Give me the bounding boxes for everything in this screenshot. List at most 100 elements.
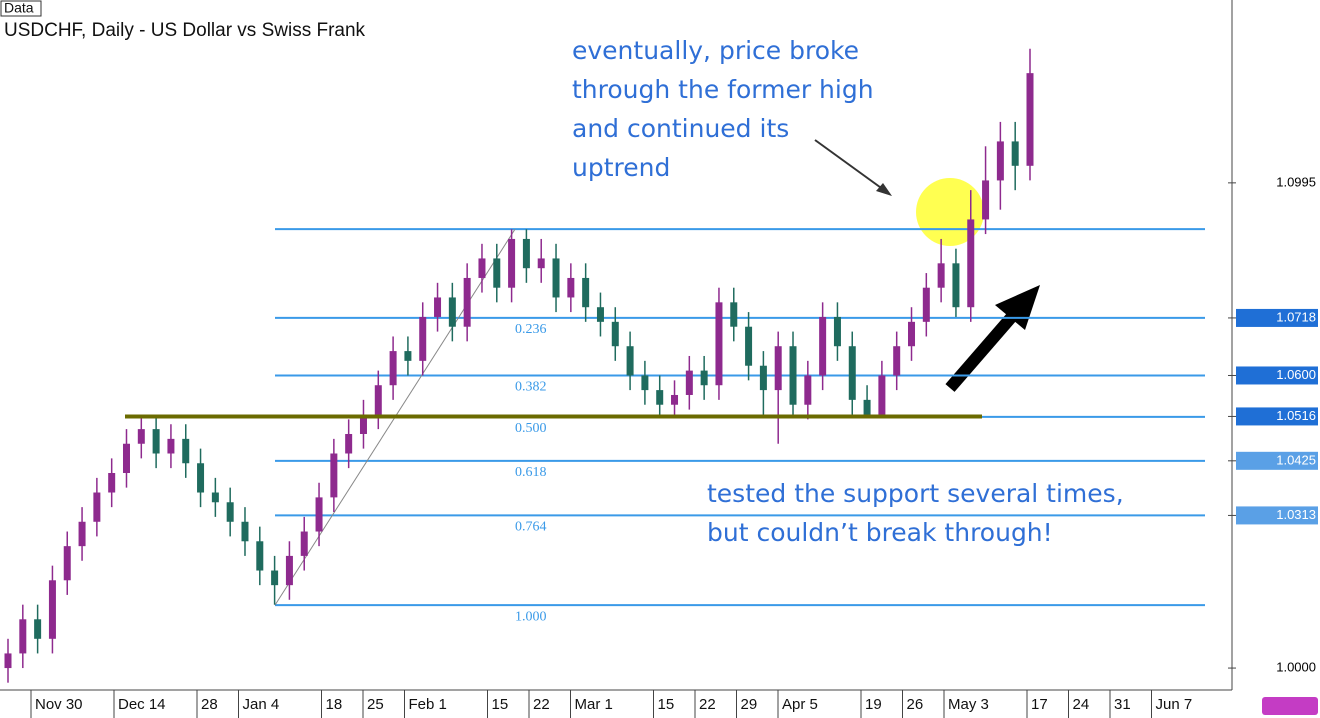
x-tick-label: 26 [907, 696, 924, 713]
x-tick-label: Dec 14 [118, 696, 166, 713]
x-tick-label: May 3 [948, 696, 989, 713]
candle-body [404, 351, 412, 361]
x-tick-label: 28 [201, 696, 218, 713]
candle-body [493, 258, 501, 288]
x-tick-label: Jan 4 [243, 696, 280, 713]
annotation-text: tested the support several times, [707, 479, 1124, 508]
candle-body [241, 521, 249, 542]
candle-body [996, 141, 1004, 181]
candle-body [730, 302, 738, 327]
candle-body [537, 258, 545, 269]
candle-body [641, 375, 649, 391]
candle-body [93, 492, 101, 522]
candle-body [922, 287, 930, 322]
y-tick-box [1236, 366, 1318, 385]
x-tick-label: 29 [741, 696, 758, 713]
candle-body [48, 580, 56, 639]
annotation-text: but couldn’t break through! [707, 518, 1053, 547]
candle-body [167, 438, 175, 454]
candle-body [345, 433, 353, 454]
candle-body [745, 326, 753, 366]
candle-body [893, 346, 901, 376]
candle-body [19, 619, 27, 654]
x-tick-label: Jun 7 [1156, 696, 1193, 713]
x-tick-label: 18 [326, 696, 343, 713]
candle-body [715, 302, 723, 386]
candle-body [611, 321, 619, 347]
candle-body [34, 619, 42, 639]
y-tick-label: 1.0995 [1276, 174, 1316, 189]
annotation-text: and continued its [572, 114, 789, 143]
candle-body [937, 263, 945, 288]
x-tick-label: 15 [492, 696, 509, 713]
candle-body [226, 502, 234, 522]
x-tick-label: Mar 1 [575, 696, 613, 713]
candle-body [833, 316, 841, 347]
y-tick-box [1236, 407, 1318, 426]
candle-body [848, 346, 856, 400]
fib-label: 0.236 [515, 322, 547, 337]
candle-body [271, 570, 279, 586]
x-tick-label: 31 [1114, 696, 1131, 713]
corner-label: Data [4, 0, 34, 16]
annotation-text: through the former high [572, 75, 874, 104]
candle-body [582, 277, 590, 308]
candle-body [78, 521, 86, 547]
candle-body [448, 297, 456, 327]
toolbar-icons [1262, 697, 1318, 715]
plot: 0.236 0.382 0.500 0.618 0.764 1.000 1.0995 1.07… [4, 36, 1318, 718]
candle-body [256, 541, 264, 571]
x-tick-label: 25 [367, 696, 384, 713]
candle-body [4, 653, 12, 669]
candle-body [330, 453, 338, 498]
candle-body [300, 531, 308, 556]
x-tick-label: 22 [699, 696, 716, 713]
candle-body [656, 390, 664, 405]
candle-body [685, 370, 693, 395]
candle-body [434, 297, 442, 317]
y-tick-box [1236, 173, 1318, 192]
corner-box [0, 0, 42, 17]
candle-body [1026, 73, 1034, 166]
candle-body [374, 385, 382, 415]
candle-body [522, 238, 530, 269]
candle-body [63, 546, 71, 581]
candle-body [567, 277, 575, 298]
annotation-text: eventually, price broke [572, 36, 859, 65]
candle-body [315, 497, 323, 532]
x-tick-label: 22 [533, 696, 550, 713]
x-tick-label: Apr 5 [782, 696, 818, 713]
y-tick-label: 1.0000 [1276, 659, 1316, 674]
x-tick-label: Nov 30 [35, 696, 83, 713]
candle-body [908, 321, 916, 347]
candle-body [878, 375, 886, 415]
candle-body [122, 443, 130, 474]
pointer-arrow-head [876, 183, 892, 196]
candle-body [596, 307, 604, 322]
candle-body [419, 316, 427, 361]
candle-body [804, 375, 812, 405]
candle-body [552, 258, 560, 298]
candle-body [508, 238, 516, 288]
candle-body [774, 346, 782, 391]
x-tick-label: 17 [1031, 696, 1048, 713]
candle-body [108, 473, 116, 493]
x-tick-label: Feb 1 [409, 696, 447, 713]
candle-body [789, 346, 797, 405]
y-tick-label: 1.0425 [1276, 452, 1316, 467]
y-tick-box [1236, 506, 1318, 525]
candle-body [819, 316, 827, 376]
candle-body [1011, 141, 1019, 166]
candle-body [359, 414, 367, 434]
annotation-text: uptrend [572, 153, 670, 182]
candle-body [182, 438, 190, 464]
candle-body [211, 492, 219, 503]
chart-title: USDCHF, Daily - US Dollar vs Swiss Frank [4, 20, 366, 41]
y-tick-box [1236, 659, 1318, 678]
y-tick-label: 1.0516 [1276, 408, 1316, 423]
candle-body [759, 365, 767, 391]
y-tick-box [1236, 308, 1318, 327]
candle-body [463, 277, 471, 327]
